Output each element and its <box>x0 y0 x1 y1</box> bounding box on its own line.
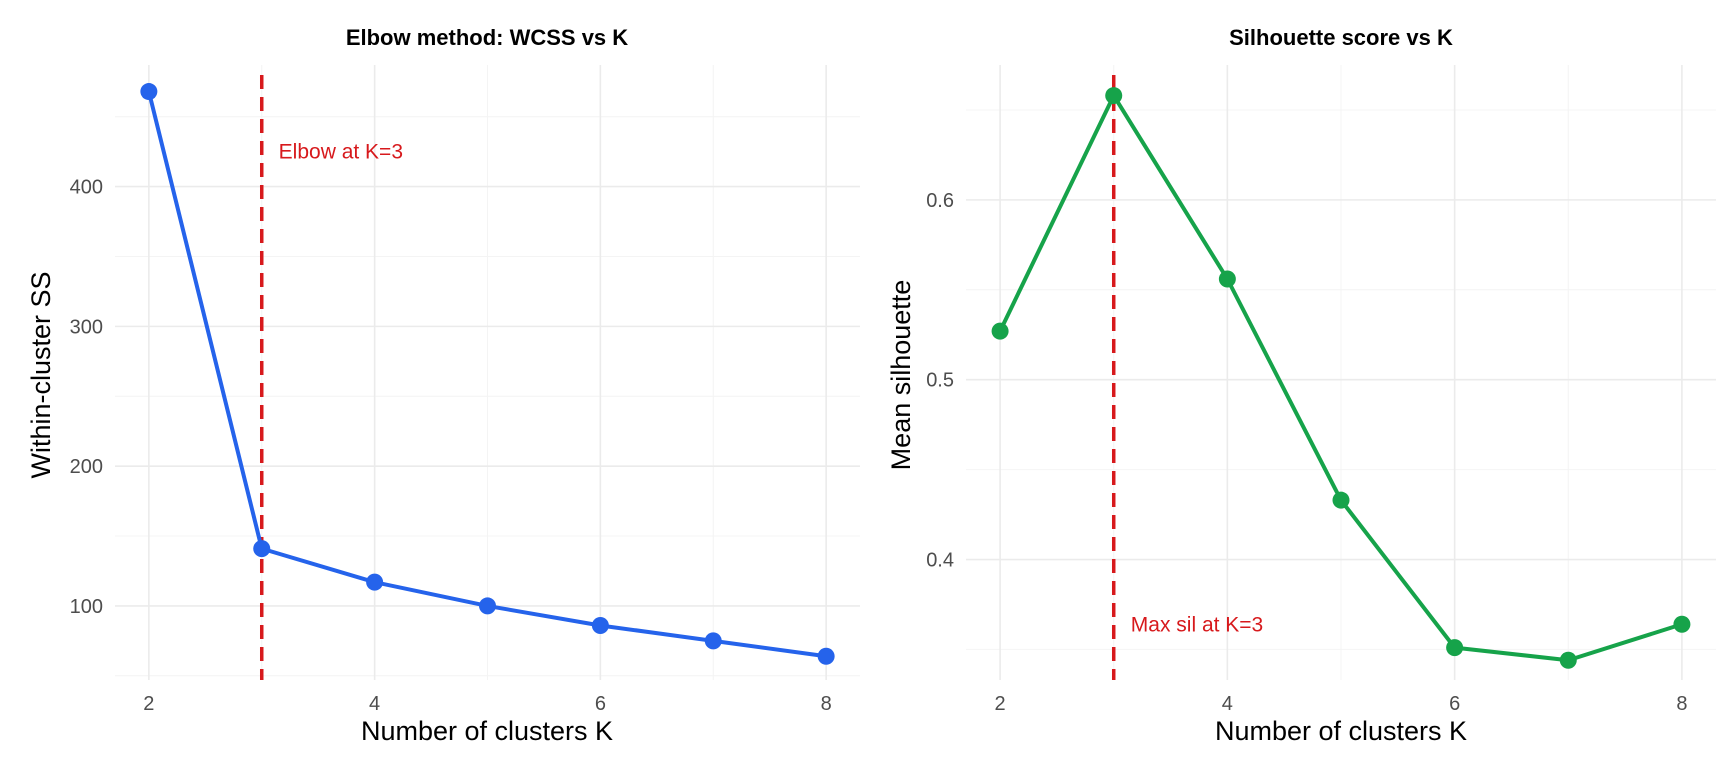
elbow-grid <box>115 65 860 680</box>
silhouette-y-tick-label: 0.4 <box>926 550 954 572</box>
elbow-data-point <box>366 573 384 591</box>
elbow-panel: Elbow method: WCSS vs K 2 4 6 8 100 200 300 400… <box>26 25 860 746</box>
silhouette-data-point <box>1559 651 1577 669</box>
elbow-x-axis-title: Number of clusters K <box>361 716 613 746</box>
silhouette-data-point <box>1673 615 1691 633</box>
silhouette-y-tick-label: 0.6 <box>926 190 954 212</box>
elbow-data-point <box>253 540 271 558</box>
silhouette-data-point <box>1105 87 1123 105</box>
elbow-x-tick-label: 6 <box>595 693 606 715</box>
silhouette-x-tick-label: 2 <box>995 693 1006 715</box>
elbow-y-tick-label: 100 <box>70 596 103 618</box>
silhouette-data-point <box>1218 270 1236 288</box>
elbow-y-tick-label: 400 <box>70 177 103 199</box>
elbow-data-point <box>140 83 158 101</box>
silhouette-x-tick-label: 4 <box>1222 693 1233 715</box>
silhouette-series <box>991 87 1691 669</box>
silhouette-data-point <box>1446 639 1464 657</box>
silhouette-x-tick-label: 6 <box>1449 693 1460 715</box>
elbow-annotation: Elbow at K=3 <box>279 141 403 164</box>
silhouette-data-point <box>991 322 1009 340</box>
elbow-series <box>140 83 835 665</box>
elbow-y-axis-title: Within-cluster SS <box>26 271 56 478</box>
elbow-data-point <box>479 597 496 615</box>
silhouette-panel: Silhouette score vs K 2 4 6 8 0.4 0.5 0.6 Max … <box>886 25 1716 746</box>
elbow-x-tick-label: 2 <box>143 693 154 715</box>
elbow-data-point <box>704 632 722 650</box>
elbow-chart-title: Elbow method: WCSS vs K <box>346 25 628 50</box>
elbow-x-tick-label: 4 <box>369 693 380 715</box>
silhouette-x-tick-label: 8 <box>1676 693 1687 715</box>
silhouette-y-axis-title: Mean silhouette <box>886 280 916 471</box>
silhouette-data-point <box>1332 491 1350 509</box>
elbow-x-tick-label: 8 <box>821 693 832 715</box>
elbow-y-tick-label: 300 <box>70 316 103 338</box>
elbow-data-point <box>591 616 609 634</box>
silhouette-grid <box>966 65 1716 680</box>
silhouette-chart-title: Silhouette score vs K <box>1229 25 1453 50</box>
silhouette-y-tick-label: 0.5 <box>926 370 954 392</box>
silhouette-tick-labels: 2 4 6 8 0.4 0.5 0.6 <box>926 190 1687 715</box>
silhouette-x-axis-title: Number of clusters K <box>1215 716 1467 746</box>
elbow-tick-labels: 2 4 6 8 100 200 300 400 <box>70 177 832 715</box>
silhouette-annotation: Max sil at K=3 <box>1131 613 1263 636</box>
elbow-data-point <box>817 647 835 665</box>
elbow-y-tick-label: 200 <box>70 456 103 478</box>
